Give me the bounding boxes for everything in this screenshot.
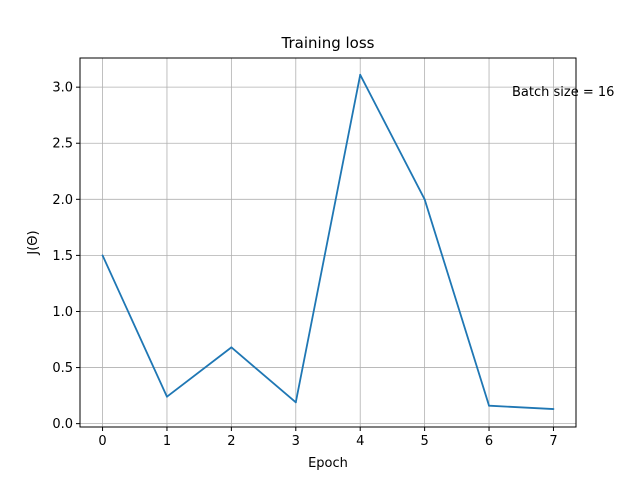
series-layer [101,73,555,410]
x-tick-label: 4 [356,434,364,449]
x-tick-label: 0 [98,434,106,449]
y-tick-label: 2.5 [52,137,73,152]
y-tick-label: 0.5 [52,361,73,376]
data-point [101,254,104,257]
x-tick-label: 2 [227,434,235,449]
y-tick-label: 0.0 [52,417,73,432]
data-point [230,346,233,349]
plot-frame [79,57,577,428]
batch-size-annotation: Batch size = 16 [512,85,614,100]
y-axis-title: J(Θ) [26,230,41,255]
grid [80,58,576,427]
chart-title: Training loss [281,34,375,52]
data-point [294,401,297,404]
x-tick-label: 5 [420,434,428,449]
y-tick-label: 1.0 [52,305,73,320]
y-axis-ticks: 0.0 0.5 1.0 1.5 2.0 2.5 3.0 [52,81,80,432]
x-tick-label: 3 [292,434,300,449]
x-axis-title: Epoch [308,456,348,471]
x-tick-label: 7 [549,434,557,449]
data-point [166,395,168,398]
series-line [101,73,554,410]
data-point [552,408,555,410]
x-tick-label: 6 [485,434,493,449]
data-point [423,198,426,201]
x-axis-ticks: 0 1 2 3 4 5 6 7 [98,427,558,449]
y-tick-label: 3.0 [52,81,73,96]
y-tick-label: 1.5 [52,249,73,264]
data-point [359,73,362,76]
x-tick-label: 1 [163,434,171,449]
y-tick-label: 2.0 [52,193,73,208]
data-point [488,404,490,407]
